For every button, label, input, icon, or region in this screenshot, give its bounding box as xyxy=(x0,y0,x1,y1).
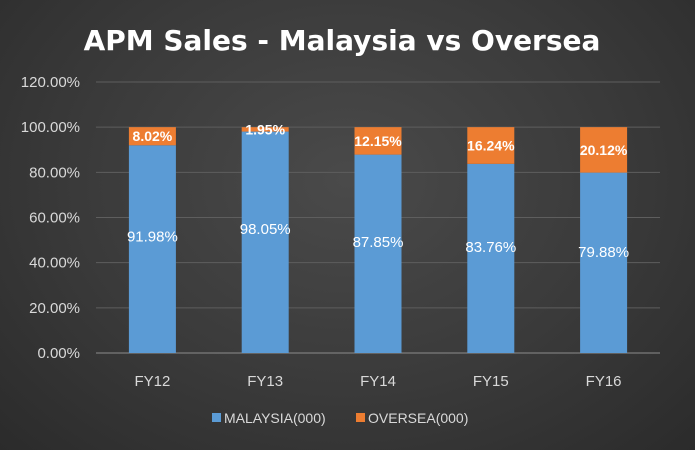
x-tick-label: FY13 xyxy=(247,373,283,390)
y-tick-label: 80.00% xyxy=(29,164,80,181)
bar-segment-oversea xyxy=(354,127,402,155)
y-axis: 0.00% 20.00% 40.00% 60.00% 80.00% 100.00% 120.… xyxy=(21,74,80,362)
bar-segment-malaysia xyxy=(354,154,402,353)
bar-segment-malaysia xyxy=(241,131,289,353)
data-label: 91.98% xyxy=(127,229,178,246)
y-tick-label: 60.00% xyxy=(29,210,80,227)
legend: MALAYSIA(000) OVERSEA(000) xyxy=(212,410,468,426)
bar-segment-oversea xyxy=(580,127,628,173)
x-tick-label: FY16 xyxy=(586,373,622,390)
data-label: 8.02% xyxy=(133,128,173,144)
bar-segment-oversea xyxy=(241,127,289,132)
bar-segment-malaysia xyxy=(580,172,628,353)
x-tick-label: FY14 xyxy=(360,373,396,390)
data-label: 16.24% xyxy=(467,138,515,154)
data-label: 87.85% xyxy=(353,234,404,251)
legend-swatch xyxy=(212,413,221,422)
bar-segment-malaysia xyxy=(128,145,176,353)
legend-swatch xyxy=(356,413,365,422)
y-tick-label: 100.00% xyxy=(21,119,80,136)
data-label: 20.12% xyxy=(580,142,628,158)
x-tick-label: FY15 xyxy=(473,373,509,390)
bar-segment-malaysia xyxy=(467,163,515,353)
y-tick-label: 20.00% xyxy=(29,300,80,317)
data-label: 1.95% xyxy=(245,121,285,137)
bars: 91.98% 8.02% 98.05% 1.95% 87.85% 12.15% 83.76%… xyxy=(127,121,629,353)
y-tick-label: 0.00% xyxy=(37,345,80,362)
legend-label: OVERSEA(000) xyxy=(368,410,468,426)
data-label: 83.76% xyxy=(465,239,516,256)
y-tick-label: 40.00% xyxy=(29,255,80,272)
bar-segment-oversea xyxy=(467,127,515,164)
y-tick-label: 120.00% xyxy=(21,74,80,91)
bar-segment-oversea xyxy=(128,127,176,146)
legend-label: MALAYSIA(000) xyxy=(224,410,326,426)
x-axis: FY12 FY13 FY14 FY15 FY16 xyxy=(134,373,621,390)
data-label: 12.15% xyxy=(354,133,402,149)
chart-title: APM Sales - Malaysia vs Oversea xyxy=(84,24,601,57)
x-tick-label: FY12 xyxy=(134,373,170,390)
data-label: 98.05% xyxy=(240,221,291,238)
data-label: 79.88% xyxy=(578,244,629,261)
